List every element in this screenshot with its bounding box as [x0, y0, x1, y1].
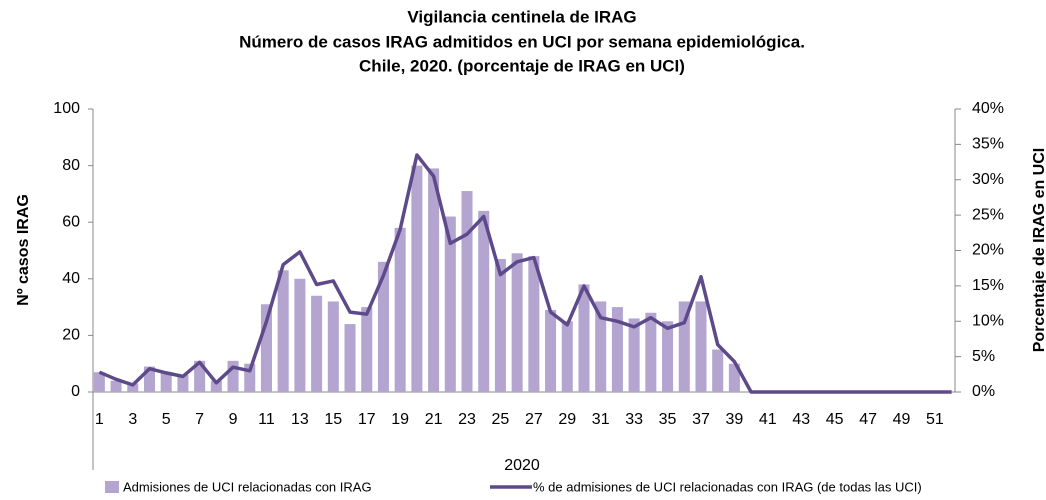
bar: [428, 168, 440, 392]
bar: [628, 318, 640, 392]
bar: [177, 375, 189, 392]
x-tick-label: 19: [391, 411, 409, 428]
x-tick-label: 45: [826, 411, 844, 428]
bar: [578, 284, 590, 392]
legend-swatch: [105, 481, 119, 493]
y2-tick-label: 30%: [972, 171, 1004, 188]
x-tick-label: 37: [692, 411, 710, 428]
bar: [377, 261, 389, 392]
x-tick-label: 47: [859, 411, 877, 428]
bar: [461, 191, 473, 392]
bar: [662, 321, 674, 392]
bar: [444, 216, 456, 392]
bar: [194, 360, 206, 392]
x-tick-label: 39: [725, 411, 743, 428]
legend-label: Admisiones de UCI relacionadas con IRAG: [123, 479, 372, 494]
x-tick-label: 29: [558, 411, 576, 428]
y-tick-label: 20: [62, 327, 80, 344]
bar: [678, 301, 690, 392]
chart-title: Chile, 2020. (porcentaje de IRAG en UCI): [359, 56, 685, 75]
bar: [611, 307, 623, 392]
legend-label: % de admisiones de UCI relacionadas con …: [533, 479, 922, 494]
bar: [110, 380, 122, 392]
x-tick-label: 31: [592, 411, 610, 428]
bar: [361, 307, 373, 392]
bar: [143, 366, 156, 392]
bar: [277, 270, 289, 392]
x-tick-label: 41: [759, 411, 777, 428]
y2-tick-label: 35%: [972, 136, 1004, 153]
x-tick-label: 43: [792, 411, 810, 428]
line: [98, 153, 952, 394]
bar: [595, 301, 607, 392]
bar: [494, 258, 506, 392]
bar: [311, 295, 323, 392]
y-tick-label: 100: [53, 100, 80, 117]
bar: [511, 253, 523, 392]
x-tick-label: 11: [258, 411, 275, 428]
y2-tick-label: 40%: [972, 100, 1004, 117]
bar: [294, 278, 306, 392]
bar: [545, 309, 557, 392]
y-tick-label: 0: [71, 383, 80, 400]
x-tick-label: 27: [525, 411, 543, 428]
bar: [411, 165, 423, 392]
bar: [227, 360, 239, 392]
x-tick-label: 17: [358, 411, 376, 428]
x-tick-label: 13: [291, 411, 309, 428]
bar: [478, 210, 490, 392]
y-tick-label: 60: [62, 213, 80, 230]
x-tick-label: 1: [95, 411, 104, 428]
x-axis-label: 2020: [504, 457, 540, 474]
bar: [244, 363, 256, 392]
y2-tick-label: 10%: [972, 312, 1004, 329]
x-tick-label: 21: [425, 411, 443, 428]
bar: [528, 256, 540, 392]
bar: [695, 301, 707, 392]
bar: [260, 304, 272, 392]
x-tick-label: 33: [625, 411, 643, 428]
bar: [344, 324, 356, 392]
chart-title: Vigilancia centinela de IRAG: [407, 7, 636, 26]
x-tick-label: 23: [458, 411, 476, 428]
x-tick-label: 7: [195, 411, 204, 428]
bar: [327, 301, 339, 392]
y2-tick-label: 20%: [972, 242, 1004, 259]
x-tick-label: 3: [128, 411, 137, 428]
bar: [210, 380, 222, 392]
bar: [160, 372, 172, 392]
x-tick-label: 25: [492, 411, 510, 428]
bar: [561, 321, 573, 392]
bar: [645, 312, 657, 392]
x-tick-label: 51: [926, 411, 944, 428]
bar: [728, 363, 740, 392]
y2-tick-label: 0%: [972, 383, 995, 400]
y-tick-label: 80: [62, 157, 80, 174]
x-tick-label: 49: [893, 411, 911, 428]
x-tick-label: 9: [229, 411, 238, 428]
x-tick-label: 5: [162, 411, 171, 428]
y2-tick-label: 25%: [972, 206, 1004, 223]
bar: [394, 227, 406, 392]
chart-title: Número de casos IRAG admitidos en UCI po…: [239, 32, 805, 51]
bar: [93, 372, 105, 392]
bar: [712, 349, 724, 392]
y2-axis-label: Porcentaje de IRAG en UCI: [1031, 148, 1046, 353]
y2-tick-label: 15%: [972, 277, 1004, 294]
x-tick-label: 35: [659, 411, 677, 428]
y2-tick-label: 5%: [972, 348, 995, 365]
bar: [127, 383, 139, 392]
y-axis-label: Nº casos IRAG: [15, 194, 32, 306]
x-tick-label: 15: [324, 411, 342, 428]
y-tick-label: 40: [62, 270, 80, 287]
